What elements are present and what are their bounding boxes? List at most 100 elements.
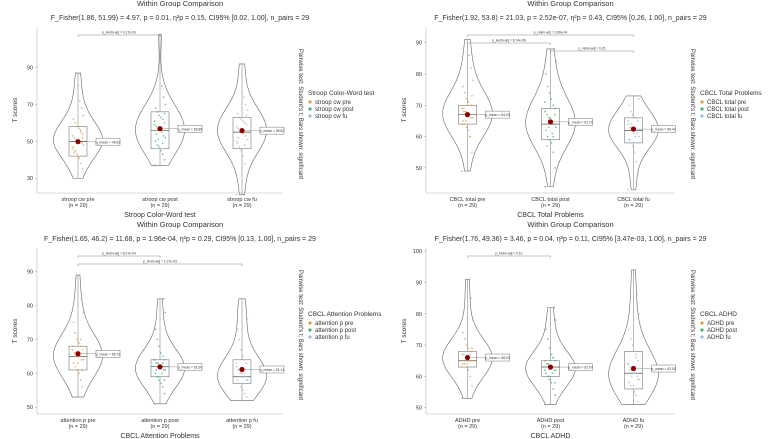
data-point xyxy=(164,103,167,106)
data-point xyxy=(544,369,546,372)
y-tick-label: 100 xyxy=(413,249,422,255)
x-tick-n-label: (n = 29) xyxy=(541,203,560,209)
significance-bracket xyxy=(467,34,634,37)
data-point xyxy=(468,359,471,362)
data-point xyxy=(465,344,468,346)
data-point xyxy=(638,312,640,315)
mean-label: μ_mean = 61.72 xyxy=(568,120,593,124)
data-point xyxy=(636,294,638,296)
data-point xyxy=(240,386,243,388)
mean-label: μ_mean = 55.82 xyxy=(260,129,285,133)
data-point xyxy=(466,38,469,41)
data-point xyxy=(633,350,636,353)
data-point xyxy=(162,297,165,300)
mean-point xyxy=(547,119,554,125)
data-point xyxy=(160,149,162,152)
data-point xyxy=(461,366,463,368)
data-point xyxy=(81,133,84,135)
data-point xyxy=(157,138,160,141)
mean-point xyxy=(630,126,637,132)
data-point xyxy=(463,337,466,340)
data-point xyxy=(554,394,556,397)
data-point xyxy=(235,125,238,128)
data-point xyxy=(637,120,639,122)
data-point xyxy=(243,122,246,124)
legend-swatch xyxy=(700,321,704,325)
data-point xyxy=(244,103,247,106)
data-point xyxy=(462,362,464,365)
data-point xyxy=(80,142,83,145)
data-point xyxy=(629,337,632,340)
data-point xyxy=(82,311,85,314)
chart-stats-subtitle: F_Fisher(1.65, 46.2) = 11.68, p = 1.96e-… xyxy=(44,236,316,243)
data-point xyxy=(548,91,551,94)
data-point xyxy=(71,147,74,150)
data-point xyxy=(550,98,553,100)
data-point xyxy=(470,66,472,69)
x-tick-n-label: (n = 29) xyxy=(458,203,477,209)
data-point xyxy=(470,359,472,362)
data-point xyxy=(242,120,244,122)
data-point xyxy=(79,129,82,132)
data-point xyxy=(163,112,166,115)
data-point xyxy=(160,131,163,134)
x-tick-label: CBCL total fu xyxy=(617,197,650,203)
legend-item: CBCL total post xyxy=(707,107,749,113)
data-point xyxy=(547,375,550,378)
x-tick-label: ADHD pre xyxy=(455,418,480,424)
data-point xyxy=(462,331,464,334)
data-point xyxy=(154,140,157,143)
chart-stats-subtitle: F_Fisher(1.76, 49.36) = 3.46, p = 0.04, … xyxy=(435,236,707,243)
legend-item: CBCL total fu xyxy=(707,114,742,120)
data-point xyxy=(555,369,557,372)
mean-point xyxy=(630,365,637,372)
data-point xyxy=(632,132,635,135)
data-point xyxy=(637,378,639,381)
data-point xyxy=(239,372,242,375)
chart-panel-2: Within Group Comparison F_Fisher(1.92, 53… xyxy=(401,0,763,219)
x-tick-label: stroop cw post xyxy=(142,197,178,203)
mean-label-box xyxy=(485,353,510,362)
data-point xyxy=(160,372,163,375)
y-axis-label: T scores xyxy=(401,318,408,344)
mean-label: μ_mean = 62.97 xyxy=(568,366,593,370)
data-point xyxy=(629,384,632,387)
x-tick-n-label: (n = 29) xyxy=(68,203,87,209)
x-tick-n-label: (n = 29) xyxy=(150,424,169,430)
x-tick-label: ADHD post xyxy=(537,418,565,424)
data-point xyxy=(554,167,556,169)
mean-label-box xyxy=(259,126,285,135)
data-point xyxy=(158,379,161,382)
data-point xyxy=(550,353,553,356)
mean-label: μ_mean = 64.03 xyxy=(485,113,510,117)
chart-title: Within Group Comparison xyxy=(527,220,613,229)
legend-item: CBCL total pre xyxy=(707,100,747,106)
data-point xyxy=(245,396,248,398)
legend-swatch xyxy=(308,328,312,332)
data-point xyxy=(461,107,463,110)
data-point xyxy=(161,355,164,358)
mean-point xyxy=(157,126,163,132)
data-point xyxy=(161,362,164,365)
data-point xyxy=(555,126,557,129)
x-tick-label: attention p fu xyxy=(226,418,258,424)
data-point xyxy=(467,129,470,132)
legend-item: attention p fu xyxy=(315,335,350,341)
data-point xyxy=(633,116,636,119)
data-point xyxy=(461,123,463,125)
data-point xyxy=(161,118,164,121)
data-point xyxy=(630,375,633,378)
data-point xyxy=(468,54,471,57)
data-point xyxy=(636,95,638,97)
data-point xyxy=(238,145,241,148)
x-axis-label: CBCL ADHD xyxy=(531,433,571,439)
chart-panel-3: Within Group Comparison F_Fisher(1.65, 46… xyxy=(12,220,382,439)
data-point xyxy=(552,356,555,359)
data-point xyxy=(82,114,85,117)
data-point xyxy=(242,297,245,300)
data-point xyxy=(158,345,161,348)
data-point xyxy=(546,85,549,88)
legend-swatch xyxy=(700,328,704,332)
side-subtitle: Pairwise test: Student's t; Bars shown: … xyxy=(297,270,303,401)
data-point xyxy=(467,101,470,104)
